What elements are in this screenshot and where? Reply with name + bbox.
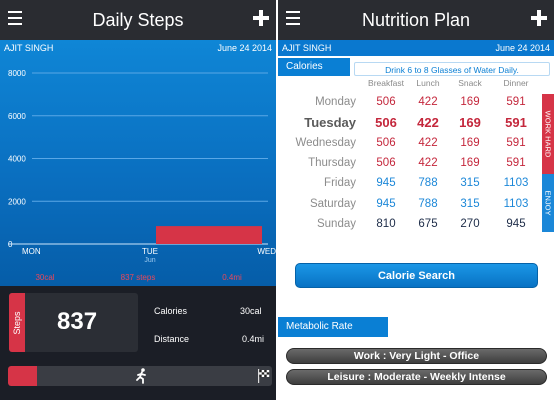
day-label: Thursday	[308, 156, 356, 169]
steps-tag-label: Steps	[12, 311, 22, 335]
steps-bar[interactable]	[156, 226, 262, 244]
page-title: Daily Steps	[92, 9, 184, 30]
current-date: June 24 2014	[217, 43, 272, 53]
menu-icon[interactable]	[286, 11, 300, 25]
day-label: Monday	[315, 96, 356, 108]
y-tick-label: 8000	[8, 69, 26, 78]
summary-label: 30cal	[35, 273, 54, 282]
meal-header: Lunch	[416, 78, 440, 88]
day-label: Tuesday	[304, 115, 356, 131]
calorie-cell: 315	[460, 197, 480, 210]
calorie-cell: 810	[376, 217, 396, 230]
work-activity-pill[interactable]: Work : Very Light - Office	[286, 348, 547, 364]
calorie-cell: 315	[460, 177, 480, 190]
plus-icon[interactable]	[253, 10, 269, 26]
calories-header-label: Calories	[286, 61, 323, 72]
calorie-cell: 945	[506, 217, 526, 230]
y-tick-label: 4000	[8, 155, 26, 164]
calorie-cell: 506	[375, 115, 397, 131]
calorie-cell: 788	[418, 177, 438, 190]
calorie-cell: 270	[460, 217, 480, 230]
nutrition-plan-screen: Nutrition Plan AJIT SINGH June 24 2014 C…	[278, 0, 554, 400]
summary-label: 0.4mi	[222, 273, 242, 282]
calorie-cell: 422	[418, 156, 438, 169]
plus-icon[interactable]	[531, 10, 547, 26]
user-name: AJIT SINGH	[4, 43, 54, 53]
calorie-cell: 169	[459, 115, 481, 131]
calorie-cell: 945	[376, 177, 396, 190]
x-tick-label: WED	[257, 247, 276, 256]
calorie-cell: 591	[505, 115, 527, 131]
goal-progress-bar	[8, 366, 272, 386]
calorie-cell: 591	[506, 96, 526, 108]
calorie-cell: 422	[418, 96, 438, 108]
meal-header: Breakfast	[368, 78, 404, 88]
calorie-cell: 422	[417, 115, 439, 131]
daily-steps-screen: Daily Steps AJIT SINGH June 24 2014 8000…	[0, 0, 276, 400]
day-label: Friday	[324, 177, 356, 190]
current-date: June 24 2014	[495, 43, 550, 53]
calorie-cell: 169	[460, 96, 480, 108]
user-line: AJIT SINGH June 24 2014	[278, 40, 554, 56]
calorie-cell: 675	[418, 217, 438, 230]
distance-label: Distance	[154, 334, 190, 344]
work-hard-label: WORK HARD	[543, 110, 553, 158]
calorie-cell: 506	[376, 156, 396, 169]
meal-header: Dinner	[503, 78, 529, 88]
calorie-cell: 506	[376, 96, 396, 108]
calorie-cell: 169	[460, 156, 480, 169]
steps-chart: 80006000400020000MONTUEWEDJun30cal837 st…	[8, 69, 276, 282]
work-hard-tab[interactable]: WORK HARD	[542, 94, 554, 174]
calorie-search-button[interactable]: Calorie Search	[295, 263, 538, 288]
meal-header: Snack	[458, 78, 482, 88]
x-tick-label: MON	[22, 247, 41, 256]
nutrition-topbar: Nutrition Plan	[278, 0, 554, 40]
x-tick-label: TUE	[142, 247, 158, 256]
calorie-cell: 506	[376, 136, 396, 149]
calorie-cell: 945	[376, 197, 396, 210]
calorie-cell: 591	[506, 136, 526, 149]
menu-icon[interactable]	[8, 11, 22, 25]
steps-card[interactable]: Steps 837	[9, 293, 138, 352]
calorie-cell: 591	[506, 156, 526, 169]
checkered-flag-icon	[258, 369, 270, 383]
calories-section-header: Calories	[278, 58, 350, 76]
user-name: AJIT SINGH	[282, 43, 332, 53]
x-sublabel: Jun	[144, 257, 155, 264]
goal-progress-fill	[8, 366, 38, 386]
steps-stats-panel: Steps 837 Calories 30cal Distance 0.4mi	[0, 286, 276, 400]
calorie-cell: 1103	[503, 197, 529, 210]
calorie-cell: 422	[418, 136, 438, 149]
daily-steps-topbar: Daily Steps	[0, 0, 276, 40]
enjoy-label: ENJOY	[543, 190, 553, 216]
y-tick-label: 6000	[8, 112, 26, 121]
day-label: Wednesday	[295, 136, 356, 149]
y-tick-label: 2000	[8, 197, 26, 206]
metabolic-section-header: Metabolic Rate	[278, 317, 388, 337]
steps-chart-area: AJIT SINGH June 24 2014 8000 6000 4000 2000…	[0, 40, 276, 286]
calories-label: Calories	[154, 306, 188, 316]
steps-tag: Steps	[9, 293, 25, 352]
calorie-cell: 788	[418, 197, 438, 210]
summary-label: 837 steps	[121, 273, 156, 282]
day-label: Sunday	[316, 217, 356, 230]
steps-count: 837	[57, 308, 98, 335]
calorie-cell: 169	[460, 136, 480, 149]
day-label: Saturday	[309, 197, 356, 210]
water-tip: Drink 6 to 8 Glasses of Water Daily.	[354, 62, 550, 76]
calories-value: 30cal	[240, 306, 262, 316]
page-title: Nutrition Plan	[361, 9, 471, 30]
distance-value: 0.4mi	[242, 334, 265, 344]
calorie-cell: 1103	[503, 177, 529, 190]
metabolic-header-label: Metabolic Rate	[286, 321, 353, 332]
user-line: AJIT SINGH June 24 2014	[0, 40, 276, 56]
leisure-activity-pill[interactable]: Leisure : Moderate - Weekly Intense	[286, 369, 547, 385]
enjoy-tab[interactable]: ENJOY	[542, 174, 554, 232]
runner-icon	[136, 368, 146, 384]
